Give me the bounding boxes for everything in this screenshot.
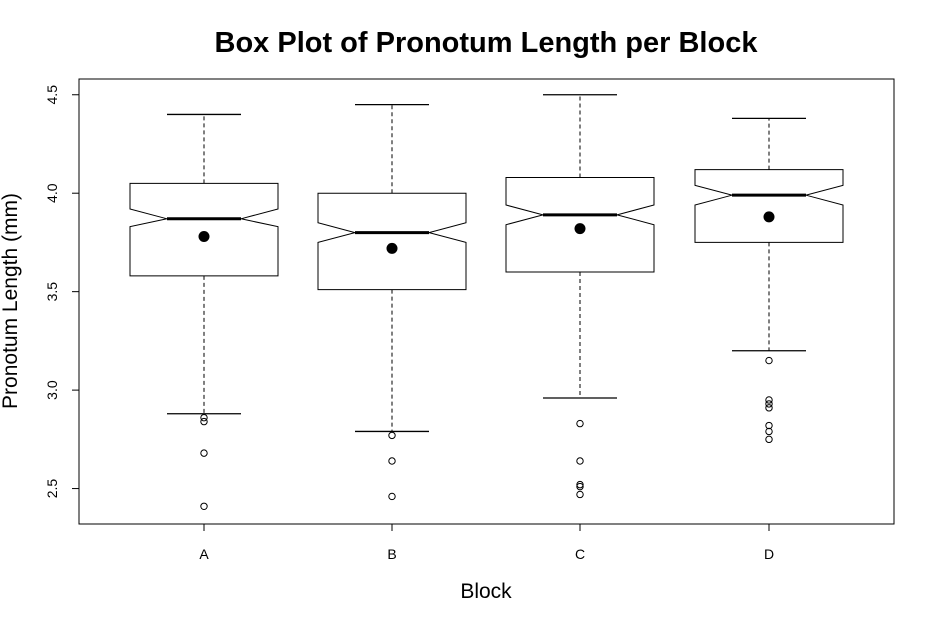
outlier-point <box>200 502 208 510</box>
outlier-point <box>765 396 773 404</box>
x-axis: A B C D <box>199 523 774 562</box>
outlier-point <box>765 356 773 365</box>
y-axis-label: Pronotum Length (mm) <box>0 193 22 409</box>
outlier-point <box>200 413 208 422</box>
outlier-point <box>388 431 396 440</box>
x-axis-label: Block <box>460 580 512 603</box>
y-tick-label: 3.0 <box>44 380 60 400</box>
mean-point <box>763 211 775 223</box>
box-C <box>505 94 655 499</box>
notched-box <box>317 192 467 291</box>
outlier-point <box>765 427 773 436</box>
x-tick-label: D <box>764 546 774 562</box>
box-D <box>694 117 844 444</box>
outlier-point <box>576 457 584 465</box>
x-tick-label: B <box>387 546 396 562</box>
y-tick-label: 2.5 <box>44 479 60 499</box>
chart-title: Box Plot of Pronotum Length per Block <box>215 27 759 59</box>
mean-point <box>198 231 210 243</box>
y-tick-label: 4.5 <box>44 85 60 105</box>
box-B <box>317 103 467 501</box>
x-tick-label: C <box>575 546 585 562</box>
outlier-point <box>576 482 584 491</box>
outlier-point <box>388 457 396 465</box>
notched-box <box>694 169 844 243</box>
outlier-point <box>200 417 208 426</box>
outlier-point <box>200 449 208 457</box>
x-tick-label: A <box>199 546 209 562</box>
outlier-point <box>765 435 773 444</box>
notched-box <box>129 182 279 277</box>
y-tick-label: 4.0 <box>44 183 60 203</box>
mean-point <box>386 242 398 254</box>
outlier-point <box>765 404 773 412</box>
box-A <box>129 113 279 510</box>
mean-point <box>574 223 586 235</box>
y-tick-label: 3.5 <box>44 282 60 302</box>
outlier-point <box>576 490 584 499</box>
outlier-point <box>765 400 773 408</box>
plot-frame <box>78 78 895 525</box>
outlier-point <box>576 480 584 489</box>
y-axis: 2.5 3.0 3.5 4.0 4.5 <box>44 85 80 499</box>
outlier-point <box>576 419 584 428</box>
boxes-layer <box>129 94 844 510</box>
outlier-point <box>388 492 396 501</box>
